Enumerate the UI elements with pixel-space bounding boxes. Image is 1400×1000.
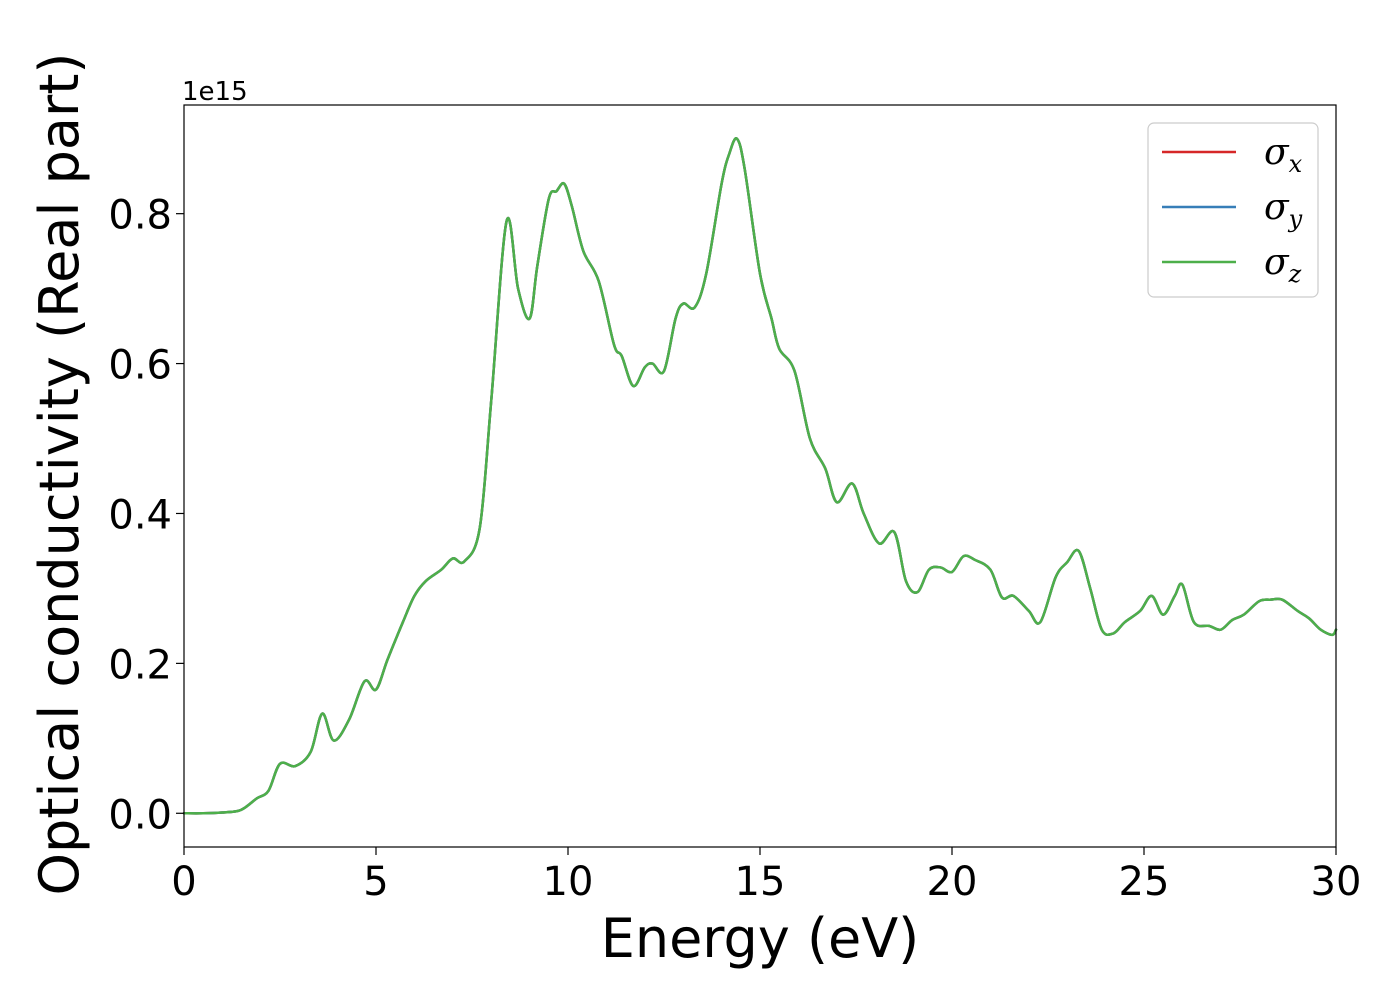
legend-label-base: σ xyxy=(1264,242,1290,283)
x-tick-label: 15 xyxy=(735,859,786,905)
legend-label-subscript: z xyxy=(1288,260,1302,288)
legend-label-base: σ xyxy=(1264,187,1290,228)
legend-label-subscript: y xyxy=(1288,205,1303,233)
x-tick-label: 0 xyxy=(171,859,196,905)
y-tick-label: 0.4 xyxy=(108,492,172,538)
y-tick-label: 0.0 xyxy=(108,792,172,838)
y-tick-label: 0.8 xyxy=(108,193,172,239)
x-tick-label: 20 xyxy=(927,859,978,905)
legend-label-x: σx xyxy=(1264,132,1303,178)
y-axis-offset-label: 1e15 xyxy=(182,77,248,107)
x-axis-ticks: 0 5 10 15 20 25 30 xyxy=(171,847,1361,905)
series-layer xyxy=(182,137,1338,815)
x-tick-label: 10 xyxy=(543,859,594,905)
legend-label-y: σy xyxy=(1264,187,1303,233)
x-axis-title: Energy (eV) xyxy=(601,907,920,970)
y-tick-label: 0.2 xyxy=(108,642,172,688)
x-tick-label: 25 xyxy=(1119,859,1170,905)
series-line-z xyxy=(182,137,1338,815)
x-tick-label: 30 xyxy=(1311,859,1362,905)
legend-label-z: σz xyxy=(1264,242,1302,288)
y-axis-title: Optical conductivity (Real part) xyxy=(28,53,91,896)
x-tick-label: 5 xyxy=(363,859,388,905)
legend-label-subscript: x xyxy=(1289,150,1303,178)
legend-box xyxy=(1147,122,1319,298)
y-tick-label: 0.6 xyxy=(108,343,172,389)
legend-label-base: σ xyxy=(1264,132,1290,173)
y-axis-ticks: 0.0 0.2 0.4 0.6 0.8 xyxy=(108,193,184,838)
